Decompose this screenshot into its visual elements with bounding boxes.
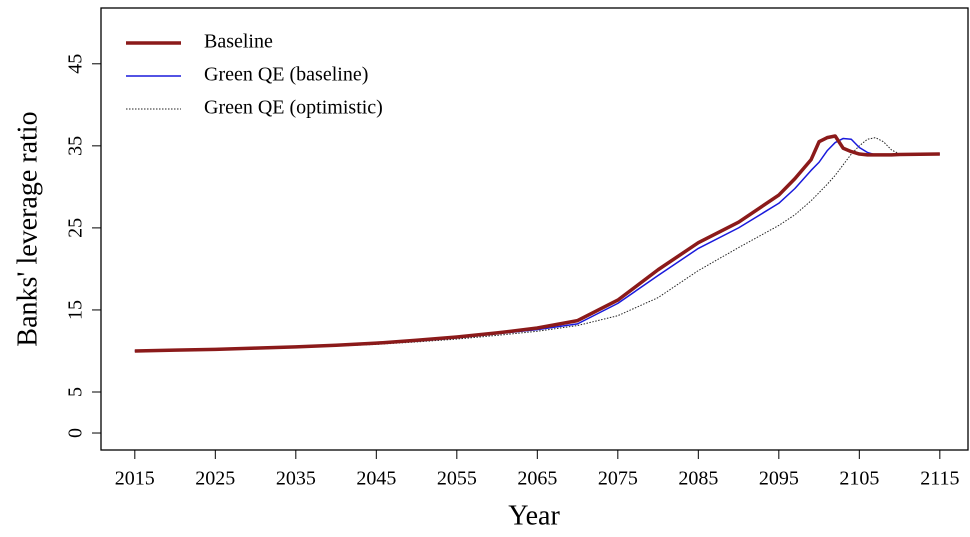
y-tick-label: 45 <box>65 54 87 74</box>
series-line <box>134 134 940 353</box>
x-tick-label: 2115 <box>920 468 959 490</box>
x-tick-label: 2015 <box>115 468 155 490</box>
y-tick-label: 25 <box>65 218 87 238</box>
legend-label: Baseline <box>204 31 273 53</box>
y-tick-label: 5 <box>65 387 87 397</box>
y-tick-label: 15 <box>65 300 87 320</box>
x-axis-label: Year <box>508 500 560 531</box>
legend-label: Green QE (optimistic) <box>204 97 383 119</box>
x-tick-label: 2065 <box>517 468 557 490</box>
series-line <box>134 137 940 352</box>
legend-label: Green QE (baseline) <box>204 64 368 86</box>
series-line <box>134 137 940 352</box>
y-tick-label: 0 <box>65 428 87 438</box>
x-tick-label: 2025 <box>195 468 235 490</box>
x-tick-label: 2095 <box>759 468 799 490</box>
y-axis-label: Banks' leverage ratio <box>12 111 43 346</box>
x-tick-label: 2085 <box>678 468 718 490</box>
plot-box <box>100 7 969 451</box>
x-tick-label: 2075 <box>598 468 638 490</box>
x-tick-label: 2055 <box>437 468 477 490</box>
x-tick-label: 2045 <box>356 468 396 490</box>
x-tick-label: 2035 <box>276 468 316 490</box>
y-tick-label: 35 <box>65 136 87 156</box>
x-tick-label: 2105 <box>839 468 879 490</box>
